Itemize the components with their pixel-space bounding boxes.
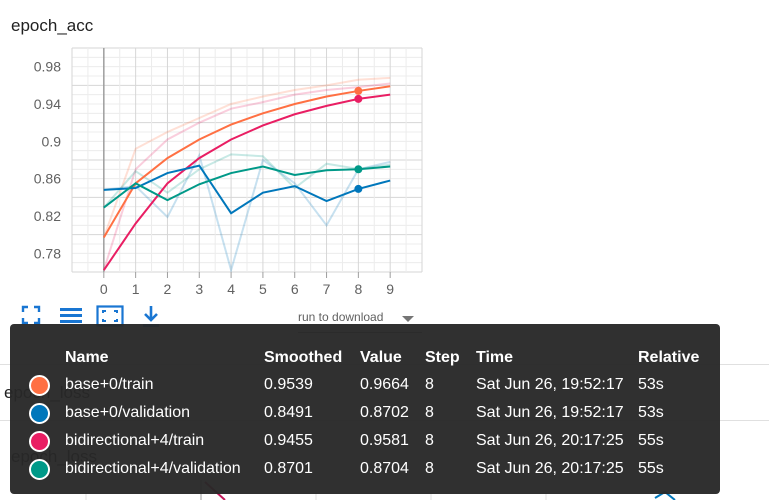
y-tick-label: 0.98 [34,59,61,75]
series-highlight-point [354,165,363,174]
lines-icon[interactable] [59,304,83,331]
row-name: base+0/train [65,376,154,393]
chart-axes [103,48,391,278]
chart-title: epoch_acc [11,16,94,35]
series-highlight-point [354,94,363,103]
x-tick-label: 1 [132,281,140,297]
series-color-dot [29,403,50,424]
x-tick-label: 9 [386,281,394,297]
chevron-down-icon [402,316,414,322]
run-select-placeholder: run to download [298,310,384,324]
x-tick-label: 2 [164,281,172,297]
tooltip-header-smoothed: Smoothed [264,349,343,366]
series-color-dot [29,431,50,452]
series-raw-line [103,152,391,272]
row-name: bidirectional+4/train [65,432,205,449]
series-color-dot [29,375,50,396]
tooltip-header-name: Name [65,349,109,366]
x-tick-label: 4 [227,281,235,297]
row-relative: 53s [638,376,664,393]
series-line [102,85,391,238]
row-relative: 55s [638,432,664,449]
row-smoothed: 0.8491 [264,404,313,421]
x-tick-label: 3 [195,281,203,297]
y-tick-label: 0.9 [42,133,62,149]
y-tick-label: 0.86 [34,171,61,187]
row-value: 0.8704 [360,460,409,477]
row-value: 0.9581 [360,432,409,449]
x-tick-label: 5 [259,281,267,297]
row-step: 8 [425,404,434,421]
row-time: Sat Jun 26, 19:52:17 [476,376,624,393]
row-step: 8 [425,460,434,477]
chart-tick-labels: 0.78 0.82 0.86 0.9 0.94 0.98 0 1 2 3 4 5 6 7 8 9 [34,59,395,297]
y-tick-label: 0.94 [34,96,61,112]
tooltip-header-step: Step [425,349,460,366]
y-tick-label: 0.78 [34,245,61,261]
row-value: 0.9664 [360,376,409,393]
series-line [102,93,391,271]
row-value: 0.8702 [360,404,409,421]
row-smoothed: 0.8701 [264,460,313,477]
x-tick-label: 8 [354,281,362,297]
chart-series [102,76,391,272]
row-time: Sat Jun 26, 19:52:17 [476,404,624,421]
row-time: Sat Jun 26, 20:17:25 [476,460,624,477]
x-tick-label: 6 [291,281,299,297]
series-color-dot [29,459,50,480]
series-highlight-point [354,184,363,193]
row-time: Sat Jun 26, 20:17:25 [476,432,624,449]
chart-grid [71,47,423,273]
row-smoothed: 0.9539 [264,376,313,393]
row-relative: 55s [638,460,664,477]
series-raw-line [102,82,391,271]
row-step: 8 [425,432,434,449]
series-line [103,165,391,209]
x-tick-label: 7 [323,281,331,297]
y-tick-label: 0.82 [34,208,61,224]
row-smoothed: 0.9455 [264,432,313,449]
data-tooltip: Name Smoothed Value Step Time Relative b… [10,324,720,494]
tooltip-header-value: Value [360,349,402,366]
row-name: bidirectional+4/validation [65,460,241,477]
tooltip-header-relative: Relative [638,349,700,366]
fullscreen-icon[interactable] [20,304,42,331]
series-highlight-point [354,86,363,95]
series-raw-line [102,76,391,238]
row-step: 8 [425,376,434,393]
tooltip-header-time: Time [476,349,514,366]
x-tick-label: 0 [100,281,108,297]
series-line [103,164,391,215]
series-raw-line [103,153,391,209]
epoch-acc-chart[interactable]: 0.78 0.82 0.86 0.9 0.94 0.98 0 1 2 3 4 5 6 7 8 9 [0,40,440,345]
row-name: base+0/validation [65,404,190,421]
row-relative: 53s [638,404,664,421]
